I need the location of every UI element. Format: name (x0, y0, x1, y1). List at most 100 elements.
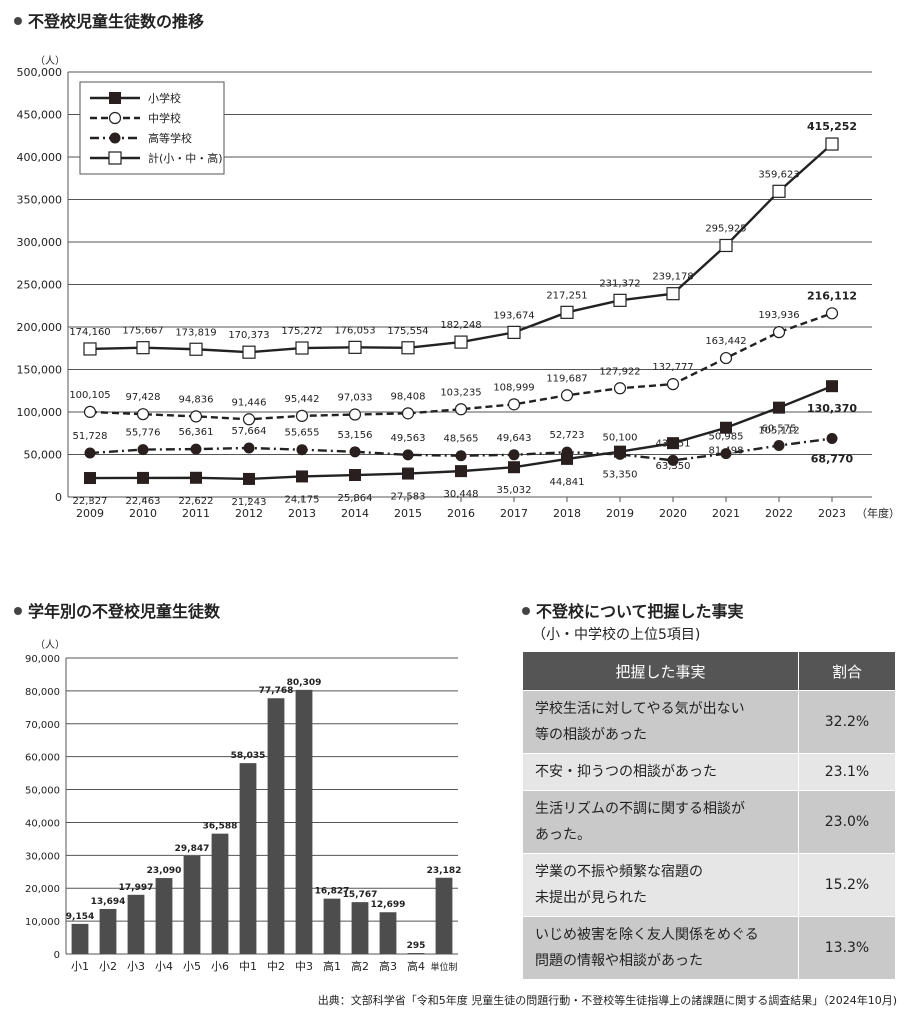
data-point (83, 342, 97, 356)
data-point (719, 351, 733, 365)
x-tick-label: 2021 (712, 507, 740, 520)
data-point (507, 398, 521, 411)
facts-row: 学業の不振や頻繁な宿題の 未提出が見られた 15.2% (522, 853, 896, 917)
bar (99, 908, 117, 954)
x-tick-label: 中2 (267, 960, 285, 973)
x-tick-label: 2015 (394, 507, 422, 520)
y-tick-label: 60,000 (25, 753, 60, 764)
data-point (108, 111, 122, 125)
data-label: 163,442 (705, 336, 746, 347)
data-label: 35,032 (497, 485, 532, 496)
facts-row: いじめ被害を除く友人関係をめぐる 問題の情報や相談があった 13.3% (522, 916, 896, 980)
bar (127, 894, 145, 954)
data-label: 22,327 (73, 496, 108, 507)
data-label: 24,175 (285, 494, 320, 505)
data-point (243, 472, 255, 485)
facts-row: 学校生活に対してやる気が出ない 等の相談があった 32.2% (522, 690, 896, 754)
data-label: 53,350 (603, 470, 638, 481)
data-label: 56,361 (179, 427, 214, 438)
x-tick-label: 高3 (379, 959, 397, 973)
bar (323, 898, 341, 954)
data-point (826, 380, 838, 393)
x-tick-label: 2014 (341, 507, 369, 520)
data-point (613, 293, 627, 307)
data-label: 94,836 (179, 394, 214, 405)
data-label: 295,925 (705, 223, 746, 234)
data-point (613, 382, 627, 395)
x-tick-label: 小6 (211, 960, 229, 973)
series-line (89, 312, 833, 421)
data-point (666, 378, 680, 391)
y-tick-label: 90,000 (25, 654, 60, 665)
x-tick-label: 2016 (447, 507, 475, 520)
facts-row-text: 学業の不振や頻繁な宿題の 未提出が見られた (522, 853, 799, 917)
data-label: 359,623 (758, 169, 799, 180)
y-tick-label: 70,000 (25, 720, 60, 731)
bar-label: 77,768 (259, 686, 294, 696)
bar (379, 912, 397, 954)
bar (155, 878, 173, 954)
data-label: 50,985 (709, 432, 744, 443)
data-label: 231,372 (599, 278, 640, 289)
data-point (242, 413, 256, 426)
bar-label: 29,847 (175, 844, 210, 854)
series-1: 100,105 97,428 94,836 91,446 95,442 97,033 98,… (69, 289, 857, 426)
data-point (772, 184, 786, 198)
x-axis-unit: （年度） (856, 506, 900, 520)
data-point (773, 401, 785, 414)
data-label: 130,370 (807, 402, 857, 415)
data-label: 22,622 (179, 496, 214, 507)
facts-row-pct: 13.3% (798, 916, 896, 980)
data-point (136, 341, 150, 355)
bar-label: 9,154 (66, 912, 94, 922)
data-label: 91,446 (232, 397, 267, 408)
data-point (773, 440, 785, 452)
data-label: 97,033 (338, 393, 373, 404)
facts-row: 不安・抑うつの相談があった 23.1% (522, 753, 896, 791)
data-point (242, 345, 256, 359)
x-tick-label: 高2 (351, 959, 369, 973)
bar-label: 23,090 (147, 866, 182, 876)
data-label: 182,248 (440, 320, 481, 331)
legend-label: 計(小・中・高) (148, 151, 223, 165)
data-point (667, 454, 679, 466)
data-point (454, 335, 468, 349)
data-label: 53,156 (338, 430, 373, 441)
x-tick-label: 中3 (295, 960, 313, 973)
data-label: 239,178 (652, 272, 693, 283)
data-label: 105,112 (758, 426, 799, 437)
data-label: 43,051 (656, 438, 691, 449)
y-tick-label: 200,000 (17, 321, 63, 334)
x-tick-label: 2013 (288, 507, 316, 520)
data-point (295, 409, 309, 422)
y-tick-label: 50,000 (24, 449, 63, 462)
data-point (825, 137, 839, 151)
data-point (109, 92, 121, 104)
data-point (719, 238, 733, 253)
y-tick-label: 100,000 (17, 406, 63, 419)
bar-label: 13,694 (91, 897, 126, 907)
facts-title: 不登校について把握した事実 (522, 598, 744, 622)
facts-header-pct: 割合 (798, 651, 896, 691)
data-label: 103,235 (440, 387, 481, 398)
facts-row-text: 生活リズムの不調に関する相談が あった。 (522, 790, 799, 854)
data-label: 55,776 (126, 428, 161, 439)
x-tick-label: 2011 (182, 507, 210, 520)
facts-row: 生活リズムの不調に関する相談が あった。 23.0% (522, 790, 896, 854)
y-axis-unit: （人） (35, 55, 65, 67)
x-tick-label: 2023 (818, 507, 846, 520)
data-label: 127,922 (599, 366, 640, 377)
facts-header-fact: 把握した事実 (522, 651, 799, 691)
y-tick-label: 0 (54, 950, 60, 961)
legend-label: 小学校 (148, 91, 181, 105)
data-label: 193,674 (493, 310, 534, 321)
data-label: 22,463 (126, 496, 161, 507)
data-point (826, 433, 838, 445)
bar-label: 58,035 (231, 751, 266, 761)
data-label: 98,408 (391, 391, 426, 402)
data-point (455, 450, 467, 462)
data-point (108, 151, 122, 165)
data-label: 175,554 (387, 326, 428, 337)
data-point (349, 469, 361, 482)
y-axis-unit: （人） (35, 639, 65, 651)
